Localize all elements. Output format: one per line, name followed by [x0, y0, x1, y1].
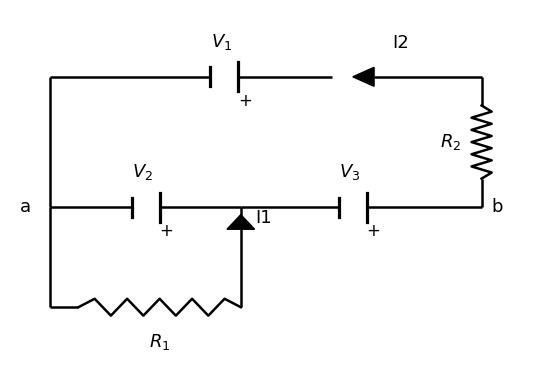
Text: $V_1$: $V_1$ [211, 32, 232, 52]
Polygon shape [227, 215, 255, 229]
Text: a: a [20, 199, 31, 216]
Text: $V_3$: $V_3$ [339, 162, 361, 182]
Text: $V_2$: $V_2$ [132, 162, 153, 182]
Polygon shape [353, 67, 374, 86]
Text: I2: I2 [392, 34, 409, 52]
Text: +: + [367, 222, 380, 240]
Text: +: + [160, 222, 173, 240]
Text: $R_2$: $R_2$ [440, 132, 461, 152]
Text: +: + [238, 92, 251, 109]
Text: $R_1$: $R_1$ [149, 332, 170, 352]
Text: I1: I1 [255, 209, 272, 227]
Text: b: b [492, 199, 503, 216]
